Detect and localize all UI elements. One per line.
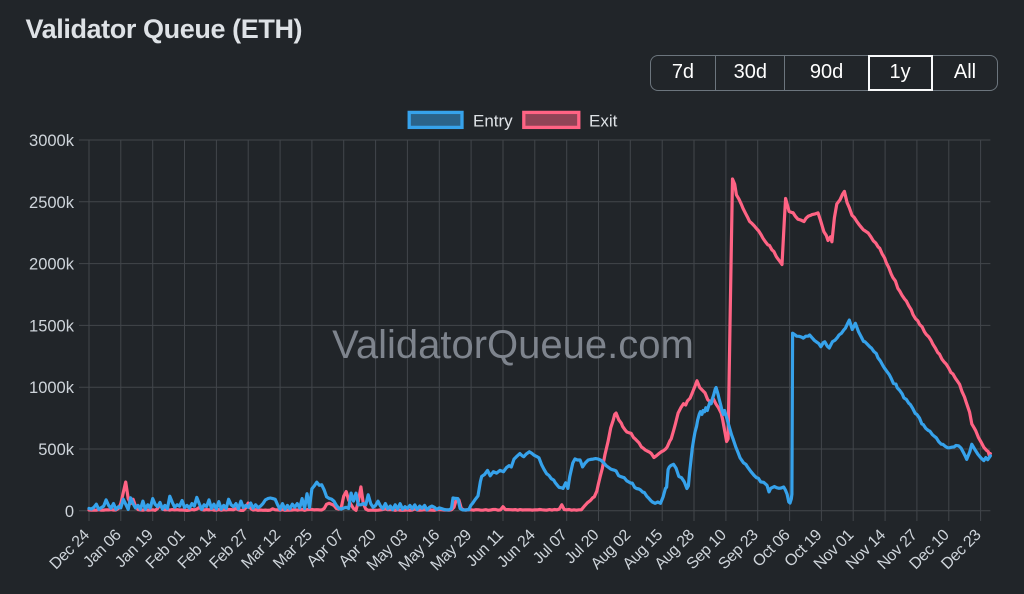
svg-text:0: 0 <box>65 503 74 521</box>
svg-text:3000k: 3000k <box>29 132 75 150</box>
svg-text:2500k: 2500k <box>29 194 75 212</box>
svg-text:Jul 07: Jul 07 <box>530 526 571 567</box>
svg-text:1000k: 1000k <box>29 379 75 397</box>
svg-text:Entry: Entry <box>473 112 513 131</box>
svg-text:1500k: 1500k <box>29 317 75 335</box>
svg-text:500k: 500k <box>38 441 75 459</box>
svg-text:2000k: 2000k <box>29 256 75 274</box>
svg-text:Exit: Exit <box>589 112 618 131</box>
svg-text:ValidatorQueue.com: ValidatorQueue.com <box>332 323 694 367</box>
